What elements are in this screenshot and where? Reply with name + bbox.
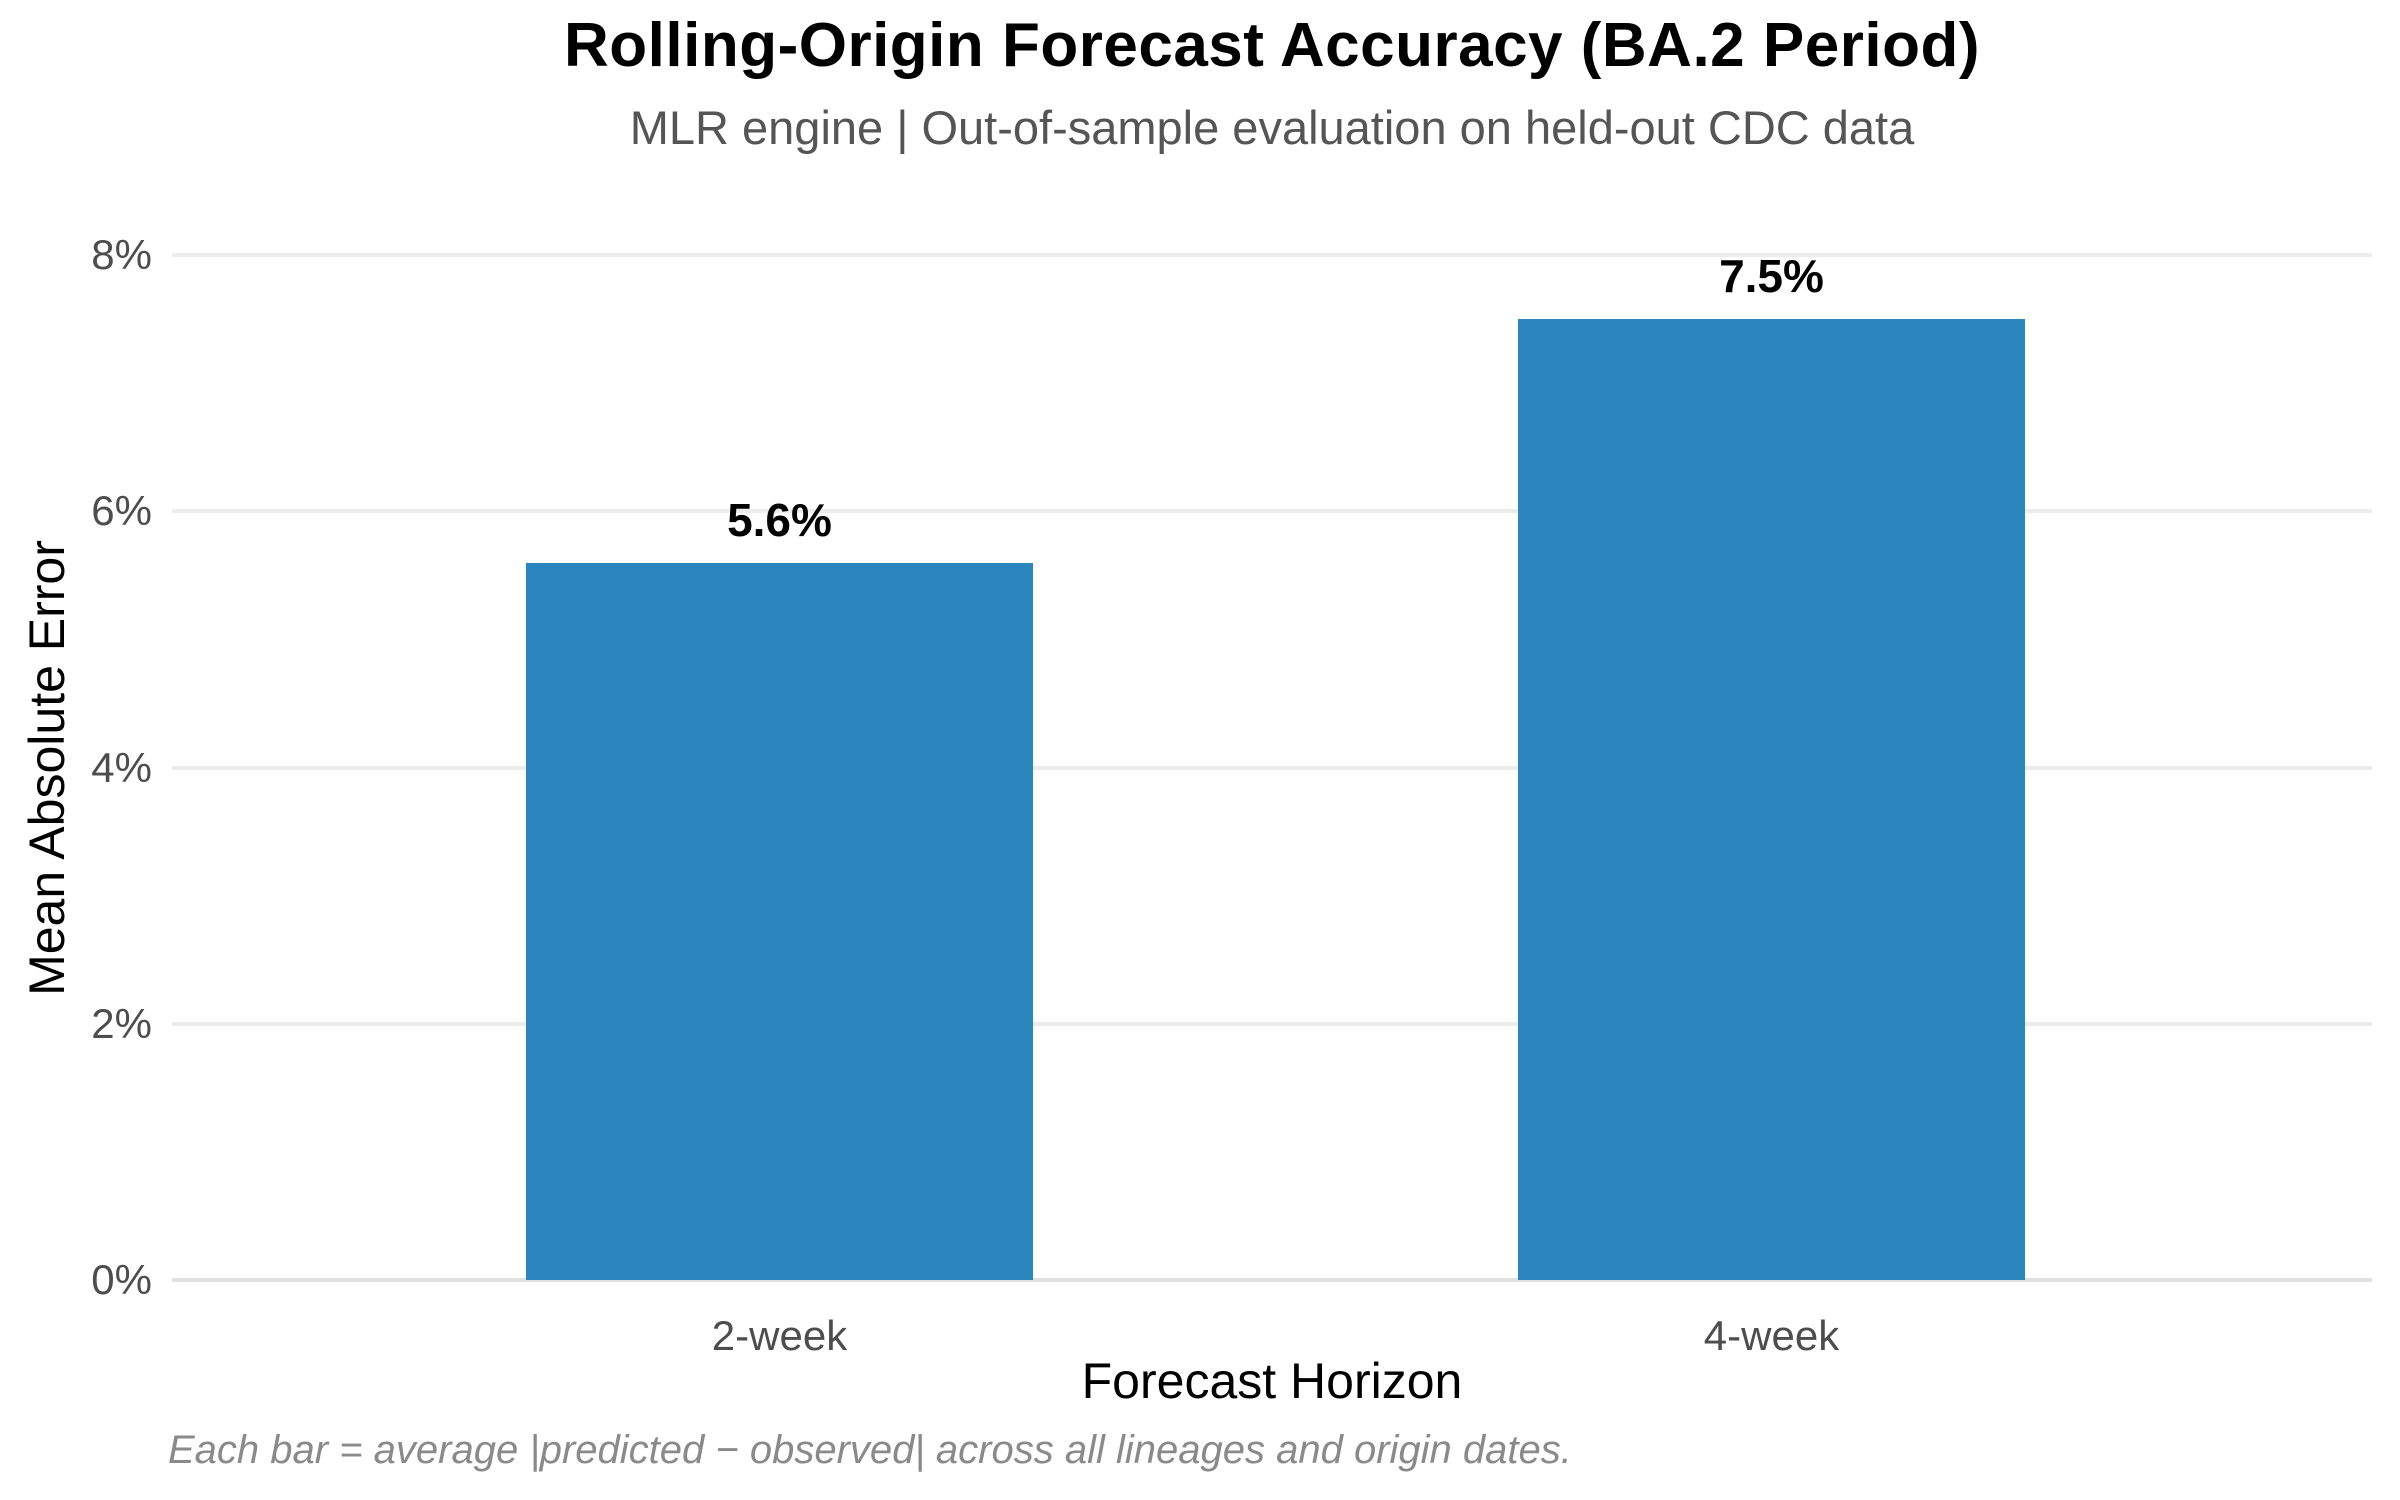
x-tick-label: 2-week: [711, 1312, 848, 1359]
y-tick-label: 8%: [91, 231, 152, 278]
gridline: [172, 509, 2372, 514]
chart-title: Rolling-Origin Forecast Accuracy (BA.2 P…: [564, 11, 1980, 80]
chart-footnote: Each bar = average |predicted − observed…: [168, 1428, 1572, 1472]
y-tick-label: 6%: [91, 487, 152, 535]
x-axis-title: Forecast Horizon: [1081, 1353, 1463, 1409]
bar-value-label: 5.6%: [727, 493, 832, 546]
y-tick-label: 2%: [91, 999, 152, 1047]
gridline: [172, 253, 2372, 257]
gridline: [172, 765, 2372, 770]
x-tick-label: 4-week: [1703, 1312, 1840, 1359]
y-tick-label: 4%: [91, 743, 152, 791]
x-axis-line: [172, 1278, 2372, 1282]
bar-value-label: 7.5%: [1719, 250, 1824, 303]
gridline: [172, 1021, 2372, 1026]
bar-2-week: [526, 562, 1033, 1280]
bar-4-week: [1518, 319, 2025, 1280]
chart-subtitle: MLR engine | Out-of-sample evaluation on…: [629, 101, 1915, 154]
y-tick-label: 0%: [91, 1256, 152, 1303]
